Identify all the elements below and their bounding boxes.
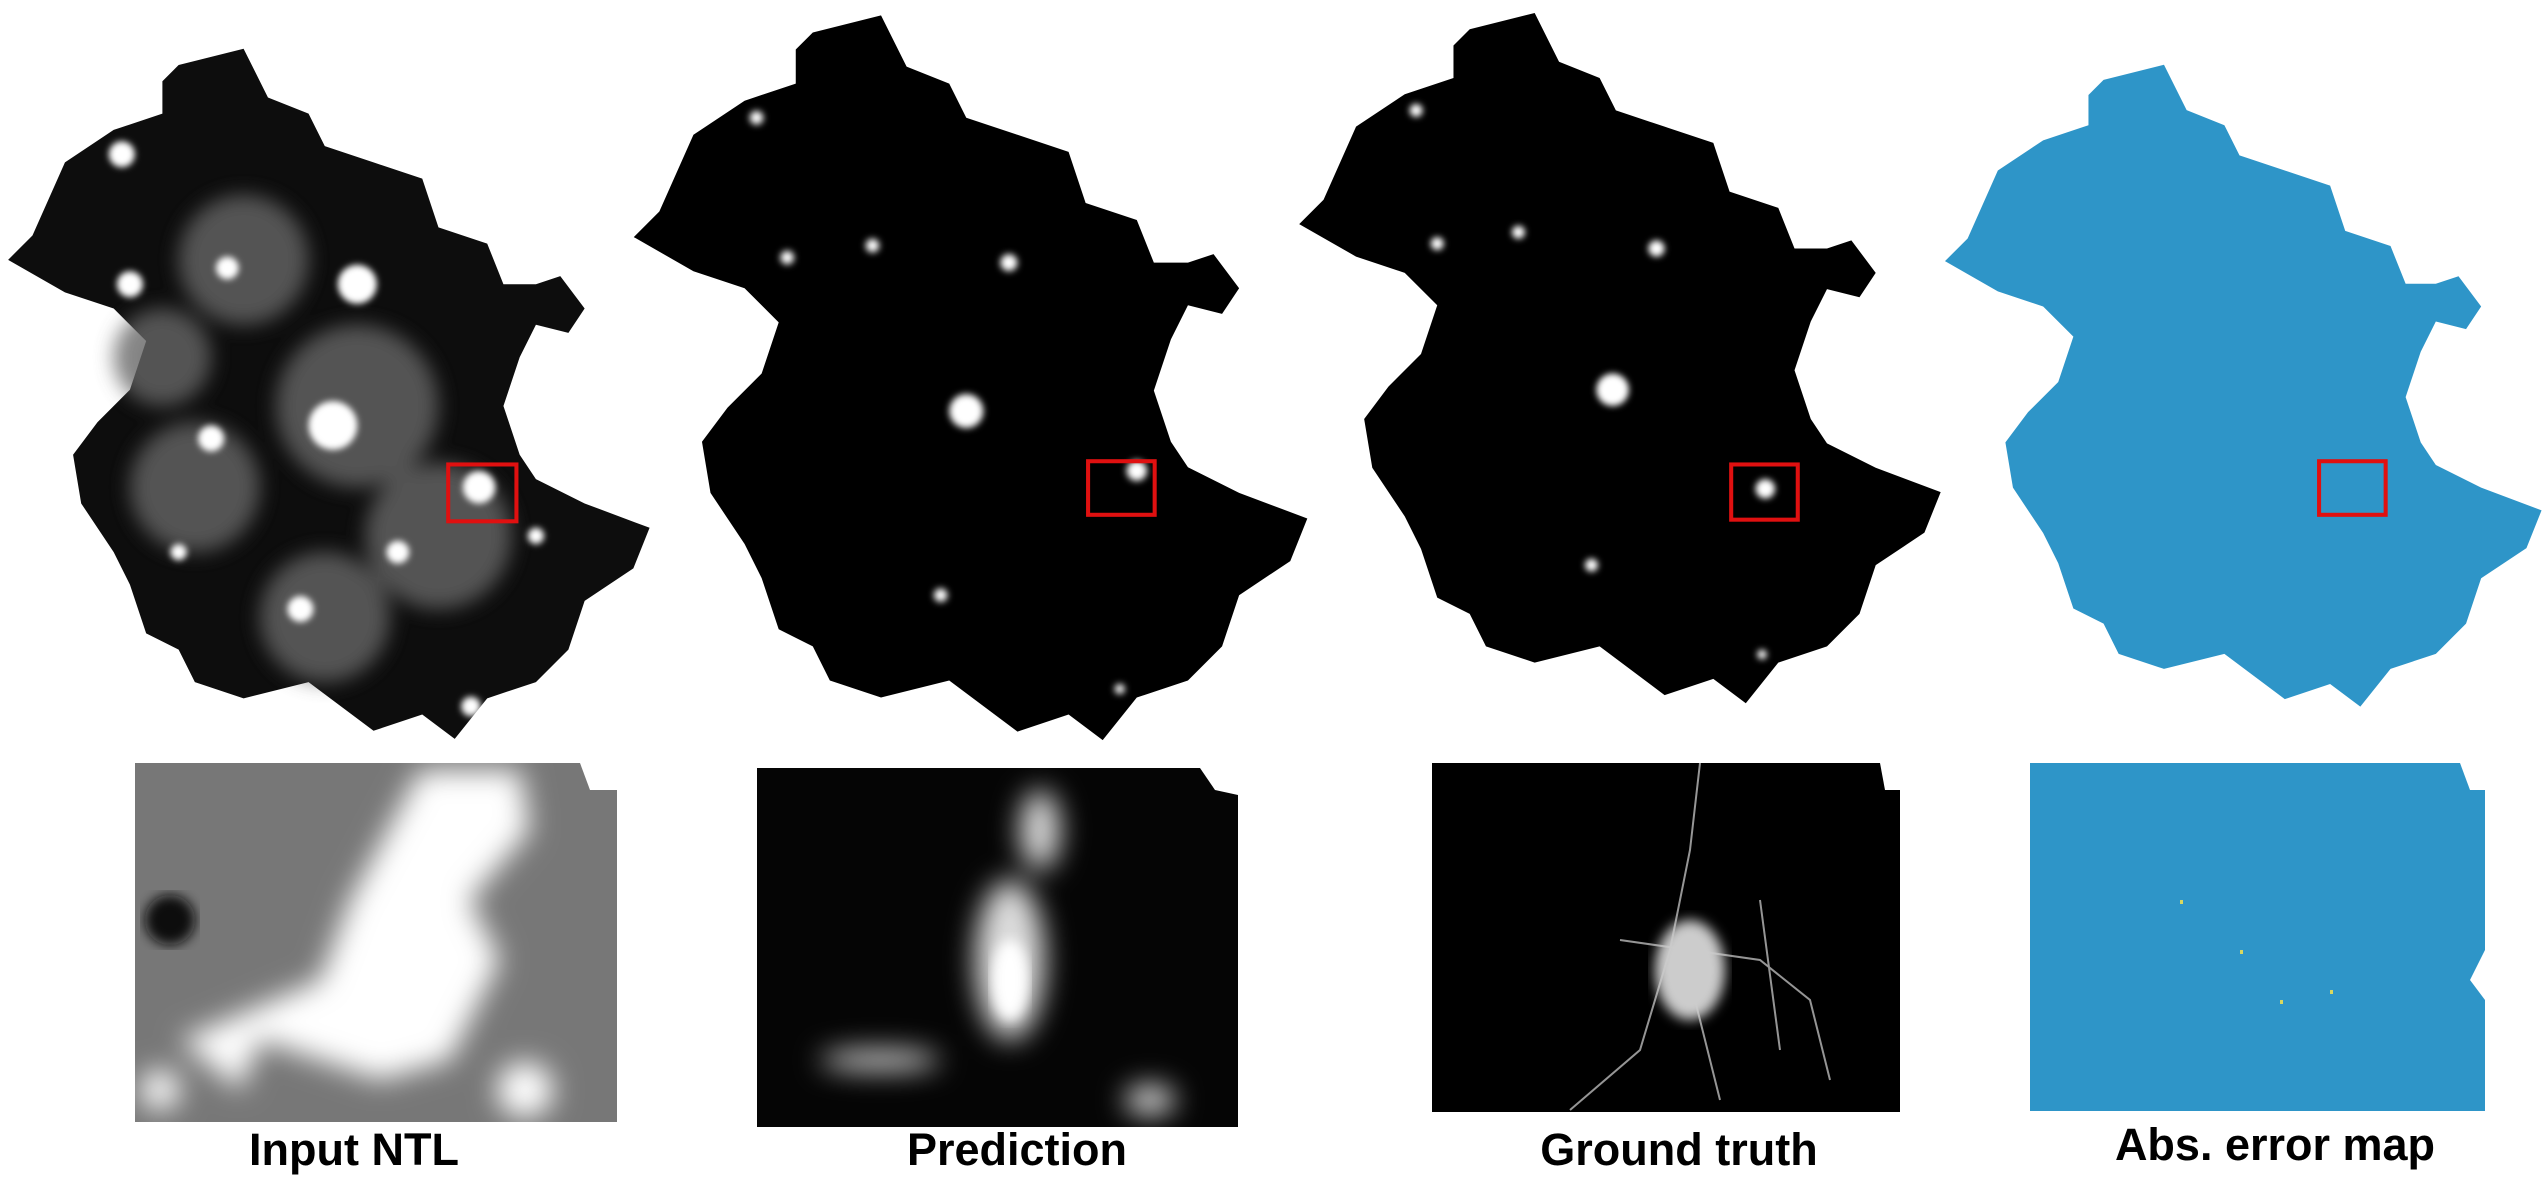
zoom-ground-truth (1432, 763, 1900, 1112)
caption: Abs. error map (2115, 1119, 2435, 1170)
zoom-input (135, 763, 617, 1122)
ground-truth-map (1299, 13, 1940, 703)
prediction-map (634, 15, 1308, 740)
input-map (8, 49, 649, 739)
zoom-error (2030, 763, 2485, 1111)
maps (8, 13, 2541, 740)
figure: Input NTL Prediction Ground truth Abs. e… (0, 0, 2547, 1182)
zoom-prediction (757, 768, 1238, 1127)
error-map (1945, 65, 2542, 707)
caption: Ground truth (1540, 1124, 1817, 1175)
caption: Prediction (907, 1124, 1127, 1175)
caption: Input NTL (249, 1124, 459, 1175)
